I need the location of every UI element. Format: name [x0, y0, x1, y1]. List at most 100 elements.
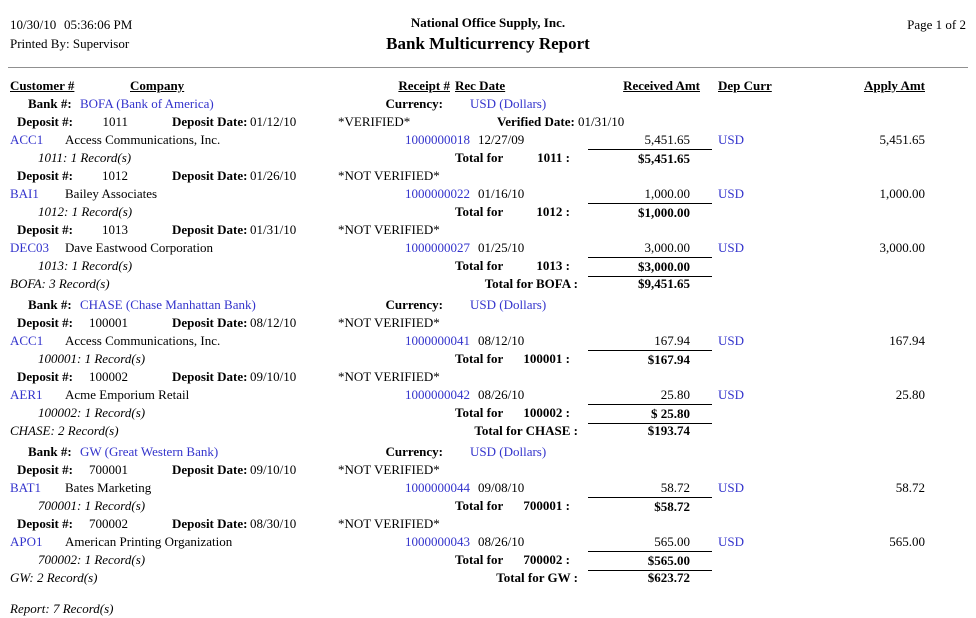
header-divider — [8, 67, 968, 68]
receipt-link[interactable]: 1000000042 — [405, 387, 470, 402]
deposit-record-count: 100001: 1 Record(s) — [38, 351, 146, 366]
receipt-link[interactable]: 1000000027 — [405, 240, 470, 255]
bank-total-label: Total for CHASE : — [474, 423, 578, 438]
total-for-label: Total for — [455, 498, 504, 513]
deposit-currency-link[interactable]: USD — [718, 333, 745, 348]
deposit-date: 01/26/10 — [250, 168, 297, 183]
receipt-link[interactable]: 1000000041 — [405, 333, 470, 348]
currency-link[interactable]: USD (Dollars) — [470, 96, 547, 111]
deposit-number-label: Deposit #: — [17, 462, 73, 477]
bank-link[interactable]: CHASE (Chase Manhattan Bank) — [80, 297, 256, 312]
verified-status: *NOT VERIFIED* — [338, 168, 440, 183]
verified-date: 01/31/10 — [578, 114, 625, 129]
report-total-row: Report: 7 Record(s) — [0, 600, 976, 618]
deposit-currency-link[interactable]: USD — [718, 387, 745, 402]
deposit-number-label: Deposit #: — [17, 315, 73, 330]
total-for-label: Total for — [455, 405, 504, 420]
deposit-total-amount: $167.94 — [588, 350, 712, 369]
deposit-record-count: 700002: 1 Record(s) — [38, 552, 146, 567]
deposit-record-count: 1013: 1 Record(s) — [38, 258, 133, 273]
bank-total-row: BOFA: 3 Record(s) Total for BOFA : $9,45… — [0, 275, 976, 293]
verified-status: *NOT VERIFIED* — [338, 222, 440, 237]
verified-status: *VERIFIED* — [338, 114, 411, 129]
deposit-total-row: 1012: 1 Record(s) Total for 1012 : $1,00… — [0, 203, 976, 221]
apply-amount: 3,000.00 — [879, 240, 926, 255]
report-header: 10/30/10 05:36:06 PM National Office Sup… — [0, 0, 976, 76]
verified-status: *NOT VERIFIED* — [338, 369, 440, 384]
column-header-row: Customer # Company Receipt # Rec Date Re… — [0, 77, 976, 95]
verified-status: *NOT VERIFIED* — [338, 315, 440, 330]
report-title: Bank Multicurrency Report — [386, 34, 590, 53]
bank-number-label: Bank #: — [28, 297, 72, 312]
deposit-date: 09/10/10 — [250, 369, 297, 384]
customer-link[interactable]: APO1 — [10, 534, 43, 549]
deposit-date: 01/12/10 — [250, 114, 297, 129]
deposit-total-amount: $ 25.80 — [588, 404, 712, 424]
deposit-header-row: Deposit #: 1011 Deposit Date: 01/12/10 *… — [0, 113, 976, 131]
receipt-link[interactable]: 1000000018 — [405, 132, 470, 147]
receipt-link[interactable]: 1000000022 — [405, 186, 470, 201]
company-name: National Office Supply, Inc. — [410, 15, 566, 30]
col-company: Company — [130, 78, 185, 93]
deposit-number: 1013 — [102, 222, 128, 237]
total-deposit-number: 100002 : — [523, 405, 570, 420]
deposit-number: 100001 — [89, 315, 128, 330]
deposit-date-label: Deposit Date: — [172, 222, 248, 237]
col-customer: Customer # — [10, 78, 75, 93]
receipt-link[interactable]: 1000000043 — [405, 534, 470, 549]
bank-link[interactable]: BOFA (Bank of America) — [80, 96, 214, 111]
total-for-label: Total for — [455, 258, 504, 273]
col-rec-date: Rec Date — [455, 78, 506, 93]
deposit-total-row: 700002: 1 Record(s) Total for 700002 : $… — [0, 551, 976, 571]
deposit-total-amount: $58.72 — [588, 497, 712, 516]
deposit-currency-link[interactable]: USD — [718, 240, 745, 255]
deposit-date-label: Deposit Date: — [172, 168, 248, 183]
verified-status: *NOT VERIFIED* — [338, 516, 440, 531]
bank-header-row: Bank #: BOFA (Bank of America) Currency:… — [0, 95, 976, 113]
deposit-total-amount: $565.00 — [588, 551, 712, 571]
customer-company: Access Communications, Inc. — [65, 132, 221, 147]
receipt-date: 01/16/10 — [478, 186, 525, 201]
deposit-record-count: 700001: 1 Record(s) — [38, 498, 146, 513]
deposit-record-count: 100002: 1 Record(s) — [38, 405, 146, 420]
currency-label: Currency: — [385, 96, 443, 111]
deposit-number-label: Deposit #: — [17, 516, 73, 531]
bank-header-row: Bank #: CHASE (Chase Manhattan Bank) Cur… — [0, 296, 976, 314]
customer-company: Dave Eastwood Corporation — [65, 240, 214, 255]
receipt-link[interactable]: 1000000044 — [405, 480, 470, 495]
customer-link[interactable]: DEC03 — [10, 240, 49, 255]
bank-total-row: CHASE: 2 Record(s) Total for CHASE : $19… — [0, 422, 976, 440]
page-indicator: Page 1 of 2 — [907, 17, 966, 32]
bank-total-row: GW: 2 Record(s) Total for GW : $623.72 — [0, 569, 976, 587]
deposit-currency-link[interactable]: USD — [718, 132, 745, 147]
deposit-number-label: Deposit #: — [17, 168, 73, 183]
deposit-currency-link[interactable]: USD — [718, 534, 745, 549]
col-receipt: Receipt # — [398, 78, 450, 93]
bank-link[interactable]: GW (Great Western Bank) — [80, 444, 219, 459]
deposit-date-label: Deposit Date: — [172, 315, 248, 330]
currency-link[interactable]: USD (Dollars) — [470, 444, 547, 459]
deposit-currency-link[interactable]: USD — [718, 186, 745, 201]
customer-link[interactable]: ACC1 — [10, 132, 44, 147]
deposit-total-row: 1013: 1 Record(s) Total for 1013 : $3,00… — [0, 257, 976, 277]
bank-total-amount: $9,451.65 — [638, 276, 690, 291]
received-amount: 25.80 — [660, 387, 690, 402]
total-deposit-number: 1013 : — [536, 258, 570, 273]
bank-total-amount: $193.74 — [647, 423, 690, 438]
deposit-date-label: Deposit Date: — [172, 369, 248, 384]
currency-link[interactable]: USD (Dollars) — [470, 297, 547, 312]
receipt-date: 01/25/10 — [478, 240, 525, 255]
customer-link[interactable]: AER1 — [10, 387, 43, 402]
bank-header-row: Bank #: GW (Great Western Bank) Currency… — [0, 443, 976, 461]
total-for-label: Total for — [455, 351, 504, 366]
customer-link[interactable]: BAT1 — [10, 480, 42, 495]
deposit-date: 09/10/10 — [250, 462, 297, 477]
receipt-date: 12/27/09 — [478, 132, 525, 147]
customer-link[interactable]: BAI1 — [10, 186, 39, 201]
currency-label: Currency: — [385, 297, 443, 312]
customer-link[interactable]: ACC1 — [10, 333, 44, 348]
verified-date-label: Verified Date: — [497, 114, 575, 129]
deposit-currency-link[interactable]: USD — [718, 480, 745, 495]
total-deposit-number: 1011 : — [537, 150, 570, 165]
total-deposit-number: 100001 : — [523, 351, 570, 366]
